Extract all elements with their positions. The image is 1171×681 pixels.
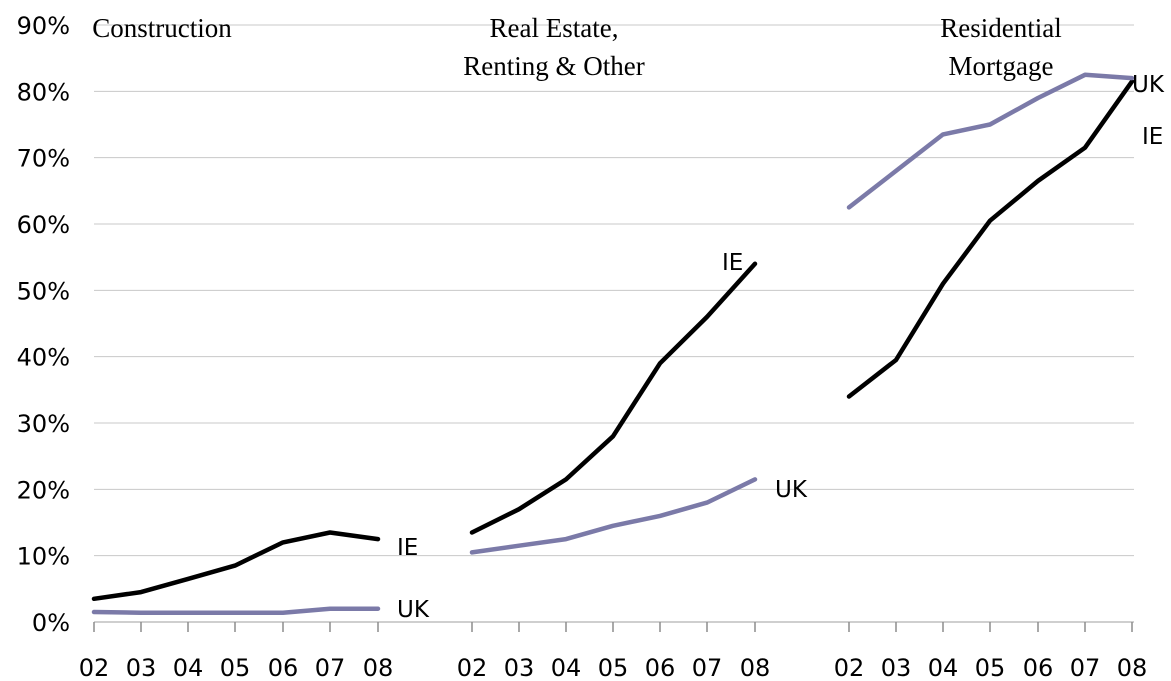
y-tick-label: 0% <box>32 609 70 637</box>
series-label-ie: IE <box>397 535 418 561</box>
y-tick-label: 60% <box>17 211 70 239</box>
panel-titles: Construction Real Estate, Renting & Other R… <box>92 13 1061 81</box>
series-label-uk: UK <box>775 477 808 503</box>
y-tick-label: 10% <box>17 543 70 571</box>
y-tick-label: 90% <box>17 12 70 40</box>
x-tick-label: 08 <box>1117 654 1148 681</box>
x-tick-label: 05 <box>220 654 251 681</box>
y-axis-tick-labels: 0% 10% 20% 30% 40% 50% 60% 70% 80% 90% <box>17 12 70 637</box>
gridlines <box>94 24 1134 557</box>
x-tick-label: 04 <box>928 654 959 681</box>
series-label-ie: IE <box>1142 124 1163 150</box>
x-tick-label: 07 <box>315 654 346 681</box>
y-tick-label: 70% <box>17 145 70 173</box>
y-tick-label: 30% <box>17 410 70 438</box>
x-tick-label: 06 <box>268 654 299 681</box>
x-tick-label: 03 <box>881 654 912 681</box>
x-tick-label: 05 <box>598 654 629 681</box>
series-labels: IE UK IE UK IE UK <box>397 72 1165 623</box>
panel-title: Residential <box>940 13 1061 43</box>
series-line-ie <box>846 79 1135 399</box>
panel-title: Construction <box>92 13 232 43</box>
x-tick-label: 02 <box>834 654 865 681</box>
y-tick-label: 40% <box>17 344 70 372</box>
x-tick-label: 08 <box>740 654 771 681</box>
x-axis <box>93 621 1134 632</box>
series-line-ie <box>91 530 381 602</box>
x-tick-label: 04 <box>173 654 204 681</box>
series-lines <box>91 72 1135 615</box>
y-tick-label: 80% <box>17 78 70 106</box>
panel-title: Renting & Other <box>463 51 644 81</box>
y-tick-label: 50% <box>17 277 70 305</box>
x-tick-label: 03 <box>504 654 535 681</box>
panel-title: Real Estate, <box>490 13 619 43</box>
x-tick-label: 03 <box>126 654 157 681</box>
x-tick-label: 04 <box>551 654 582 681</box>
y-tick-label: 20% <box>17 476 70 504</box>
series-line-uk <box>846 72 1135 210</box>
x-axis-tick-labels: 02 03 04 05 06 07 08 02 03 04 05 06 07 08 02 03 04 05 06 07… <box>79 654 1148 681</box>
series-label-uk: UK <box>397 597 430 623</box>
x-tick-label: 05 <box>975 654 1006 681</box>
series-line-uk <box>469 477 758 555</box>
series-label-uk: UK <box>1132 72 1165 98</box>
x-tick-label: 07 <box>692 654 723 681</box>
x-tick-label: 07 <box>1070 654 1101 681</box>
x-tick-label: 08 <box>363 654 394 681</box>
x-tick-label: 06 <box>1023 654 1054 681</box>
series-line-uk <box>91 606 381 615</box>
x-tick-label: 02 <box>79 654 110 681</box>
x-tick-label: 02 <box>457 654 488 681</box>
series-line-ie <box>469 261 758 535</box>
panel-title: Mortgage <box>949 51 1054 81</box>
x-tick-label: 06 <box>645 654 676 681</box>
series-label-ie: IE <box>722 250 743 276</box>
